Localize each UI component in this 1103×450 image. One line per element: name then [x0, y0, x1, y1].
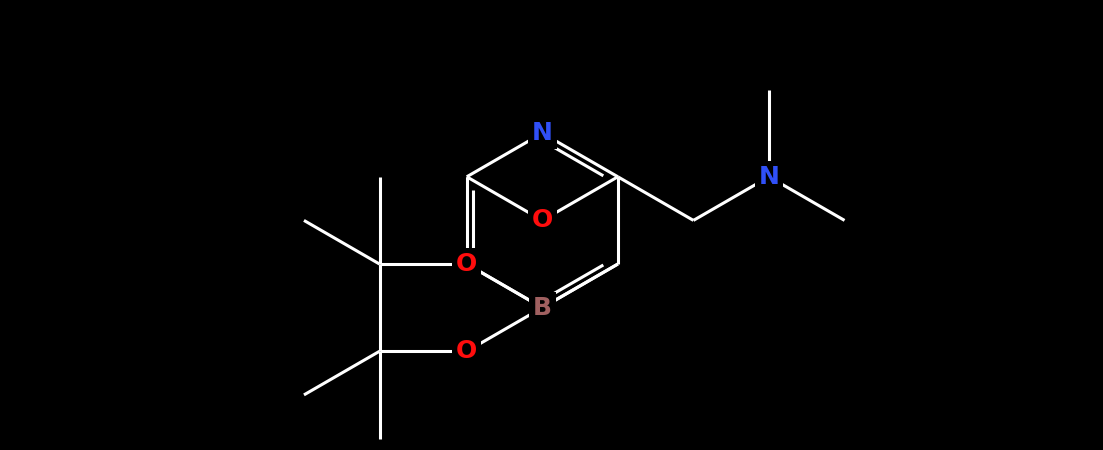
- Text: O: O: [457, 339, 478, 363]
- Text: N: N: [532, 121, 553, 145]
- Text: N: N: [759, 165, 780, 189]
- Text: O: O: [457, 252, 478, 276]
- Text: O: O: [532, 208, 553, 232]
- Text: B: B: [533, 296, 552, 320]
